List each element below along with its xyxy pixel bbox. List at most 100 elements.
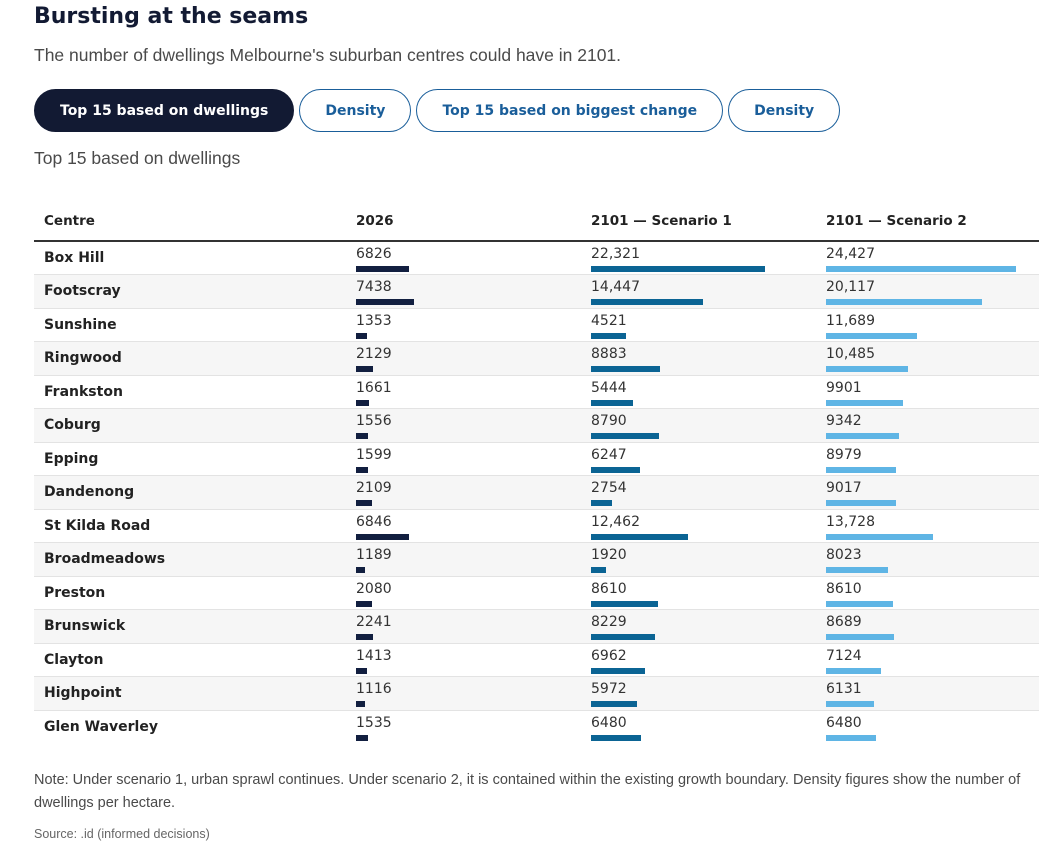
table-row: Footscray 7438 14,447 20,117 [34,274,1039,309]
column-header-centre[interactable]: Centre [34,202,346,242]
bar-scenario-2 [826,701,874,707]
table-row: Epping 1599 6247 8979 [34,442,1039,476]
cell-scenario-2: 9017 [816,475,1039,510]
cell-scenario-2: 6480 [816,710,1039,744]
table-row: Highpoint 1116 5972 6131 [34,676,1039,711]
value-label-scenario-1: 22,321 [591,246,640,262]
tab-density-1[interactable]: Density [299,89,412,132]
cell-2026: 6846 [346,509,581,543]
table-row: Broadmeadows 1189 1920 8023 [34,542,1039,577]
bar-scenario-1 [591,634,655,640]
cell-scenario-1: 6962 [581,643,816,677]
table-header-row: Centre 2026 2101 — Scenario 1 2101 — Sce… [34,202,1039,242]
value-label-scenario-1: 6480 [591,714,627,731]
bar-2026 [356,299,414,305]
value-label-scenario-2: 13,728 [826,513,875,530]
cell-scenario-2: 8689 [816,609,1039,644]
bar-scenario-1 [591,667,645,674]
value-label-scenario-1: 5972 [591,681,627,697]
bar-2026 [356,433,368,439]
dwellings-table: Centre 2026 2101 — Scenario 1 2101 — Sce… [34,202,1039,744]
cell-scenario-1: 8610 [581,576,816,610]
cell-scenario-1: 5444 [581,375,816,409]
cell-2026: 1535 [346,710,581,744]
cell-scenario-1: 12,462 [581,509,816,543]
centre-name: Broadmeadows [34,542,346,577]
cell-2026: 6826 [346,241,581,275]
cell-2026: 1413 [346,643,581,677]
column-header-scenario-2[interactable]: 2101 — Scenario 2 [816,202,1039,242]
value-label-scenario-1: 4521 [591,312,627,329]
current-view-label: Top 15 based on dwellings [34,148,241,168]
value-label-scenario-2: 24,427 [826,246,875,262]
bar-2026 [356,500,372,506]
value-label-2026: 1413 [356,647,392,664]
value-label-scenario-2: 8023 [826,547,862,563]
column-header-2026[interactable]: 2026 [346,202,581,242]
table-row: St Kilda Road 6846 12,462 13,728 [34,509,1039,543]
bar-scenario-1 [591,433,659,439]
centre-name: Sunshine [34,308,346,342]
cell-2026: 1556 [346,408,581,443]
cell-scenario-2: 10,485 [816,341,1039,376]
tab-top15-dwellings[interactable]: Top 15 based on dwellings [34,89,295,132]
bar-scenario-1 [591,399,633,406]
value-label-2026: 7438 [356,279,392,295]
cell-2026: 7438 [346,274,581,309]
cell-2026: 1189 [346,542,581,577]
bar-scenario-2 [826,667,881,674]
centre-name: Glen Waverley [44,719,158,735]
bar-scenario-1 [591,266,765,272]
chart-subtitle: The number of dwellings Melbourne's subu… [34,45,622,65]
cell-scenario-1: 4521 [581,308,816,342]
tab-top15-biggest-change[interactable]: Top 15 based on biggest change [416,89,724,132]
cell-scenario-1: 6480 [581,710,816,744]
bar-scenario-1 [591,533,688,540]
value-label-scenario-2: 9017 [826,480,862,496]
tab-density-2[interactable]: Density [728,89,841,132]
centre-name: Coburg [34,408,346,443]
bar-scenario-2 [826,634,894,640]
table-row: Sunshine 1353 4521 11,689 [34,308,1039,342]
bar-scenario-1 [591,332,626,339]
bar-2026 [356,634,373,640]
value-label-scenario-2: 8979 [826,446,862,463]
cell-scenario-1: 1920 [581,542,816,577]
cell-2026: 1599 [346,442,581,476]
centre-name: Footscray [34,274,346,309]
value-label-scenario-1: 2754 [591,480,627,496]
bar-scenario-1 [591,299,703,305]
centre-name: Dandenong [34,475,346,510]
value-label-2026: 6846 [356,513,392,530]
cell-scenario-1: 8883 [581,341,816,376]
table-row: Preston 2080 8610 8610 [34,576,1039,610]
bar-2026 [356,533,409,540]
column-header-scenario-1[interactable]: 2101 — Scenario 1 [581,202,816,242]
bar-scenario-1 [591,466,640,473]
cell-scenario-2: 8023 [816,542,1039,577]
value-label-scenario-1: 5444 [591,379,627,396]
cell-scenario-2: 8610 [816,576,1039,610]
bar-2026 [356,466,368,473]
bar-scenario-2 [826,266,1016,272]
value-label-scenario-1: 8610 [591,580,627,597]
value-label-2026: 2080 [356,580,392,597]
cell-scenario-2: 24,427 [816,241,1039,275]
value-label-2026: 2109 [356,480,392,496]
centre-name: Box Hill [34,241,346,275]
value-label-scenario-2: 6480 [826,714,862,731]
bar-2026 [356,667,367,674]
source-credit: Source: .id (informed decisions) [34,827,210,841]
bar-2026 [356,366,373,372]
cell-scenario-1: 2754 [581,475,816,510]
centre-name: St Kilda Road [34,509,346,543]
cell-scenario-2: 8979 [816,442,1039,476]
centre-name: Clayton [34,643,346,677]
value-label-scenario-2: 11,689 [826,312,875,329]
table-row: Glen Waverley 1535 6480 6480 [34,710,1039,744]
cell-scenario-2: 13,728 [816,509,1039,543]
table-row: Clayton 1413 6962 7124 [34,643,1039,677]
value-label-scenario-1: 8883 [591,346,627,362]
value-label-scenario-1: 6247 [591,446,627,463]
bar-scenario-2 [826,734,876,741]
